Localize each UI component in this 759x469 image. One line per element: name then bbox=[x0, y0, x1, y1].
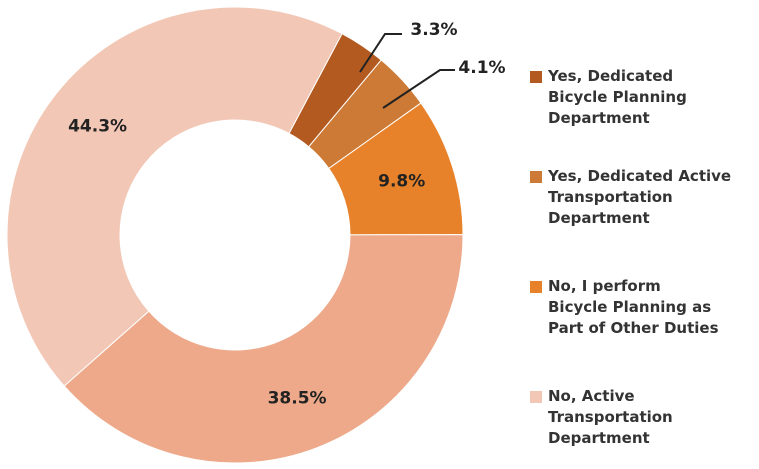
legend-item: Yes, Dedicated Bicycle Planning Departme… bbox=[530, 66, 723, 129]
legend-label: Yes, Dedicated Active Transportation Dep… bbox=[548, 167, 732, 227]
data-label: 38.5% bbox=[268, 389, 327, 409]
data-label: 9.8% bbox=[378, 172, 425, 192]
legend-swatch bbox=[530, 281, 542, 293]
legend-swatch bbox=[530, 171, 542, 183]
legend-label: Yes, Dedicated Bicycle Planning Departme… bbox=[548, 67, 687, 127]
data-label: 44.3% bbox=[68, 117, 127, 137]
leader-line bbox=[359, 33, 402, 73]
donut-slice bbox=[63, 234, 464, 464]
legend-label: No, Active Transportation Department bbox=[548, 387, 673, 447]
legend-item: No, Active Transportation Department bbox=[530, 386, 723, 449]
data-label: 3.3% bbox=[410, 20, 457, 40]
legend-item: Yes, Dedicated Active Transportation Dep… bbox=[530, 166, 759, 229]
legend-label: No, I perform Bicycle Planning as Part o… bbox=[548, 277, 719, 337]
leader-line bbox=[382, 69, 455, 109]
legend-item: No, I perform Bicycle Planning as Part o… bbox=[530, 276, 723, 339]
data-label: 4.1% bbox=[458, 58, 505, 78]
legend-swatch bbox=[530, 71, 542, 83]
legend-swatch bbox=[530, 391, 542, 403]
donut-slice bbox=[6, 6, 343, 387]
chart: 3.3%4.1% 9.8% 38.5% 44.3% bbox=[6, 6, 506, 464]
